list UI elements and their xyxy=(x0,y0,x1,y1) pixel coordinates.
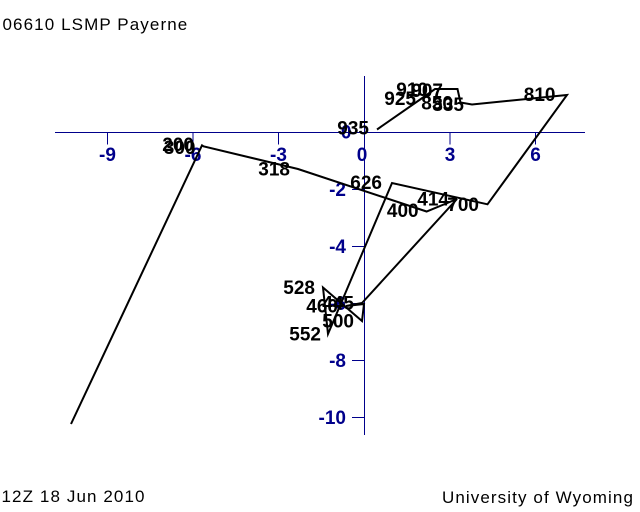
svg-text:400: 400 xyxy=(387,201,419,222)
svg-text:835: 835 xyxy=(432,95,464,116)
svg-text:810: 810 xyxy=(524,85,556,106)
svg-text:445: 445 xyxy=(322,294,354,315)
svg-text:0: 0 xyxy=(341,123,352,144)
svg-text:200: 200 xyxy=(162,135,194,156)
svg-text:-3: -3 xyxy=(270,145,287,166)
svg-text:528: 528 xyxy=(283,278,315,299)
svg-text:626: 626 xyxy=(350,173,382,194)
svg-text:552: 552 xyxy=(289,325,321,346)
svg-text:850: 850 xyxy=(421,94,453,115)
svg-text:910: 910 xyxy=(396,80,428,101)
svg-text:907: 907 xyxy=(411,81,443,102)
svg-text:935: 935 xyxy=(337,119,369,140)
svg-text:700: 700 xyxy=(447,195,479,216)
svg-text:-10: -10 xyxy=(319,408,346,429)
svg-text:-9: -9 xyxy=(99,145,116,166)
svg-text:University of Wyoming: University of Wyoming xyxy=(442,488,634,507)
svg-text:3: 3 xyxy=(445,145,456,166)
svg-text:6: 6 xyxy=(530,145,541,166)
svg-text:500: 500 xyxy=(322,312,354,333)
svg-text:460: 460 xyxy=(306,297,338,318)
svg-text:300: 300 xyxy=(164,138,196,159)
svg-text:925: 925 xyxy=(384,89,416,110)
svg-text:0: 0 xyxy=(357,145,368,166)
svg-text:12Z 18 Jun 2010: 12Z 18 Jun 2010 xyxy=(2,487,146,506)
svg-text:-6: -6 xyxy=(185,145,202,166)
svg-text:414: 414 xyxy=(417,190,449,211)
svg-text:06610 LSMP Payerne: 06610 LSMP Payerne xyxy=(3,15,189,34)
svg-text:-2: -2 xyxy=(329,180,346,201)
svg-text:318: 318 xyxy=(258,160,290,181)
svg-text:-4: -4 xyxy=(329,237,346,258)
svg-text:-8: -8 xyxy=(329,351,346,372)
